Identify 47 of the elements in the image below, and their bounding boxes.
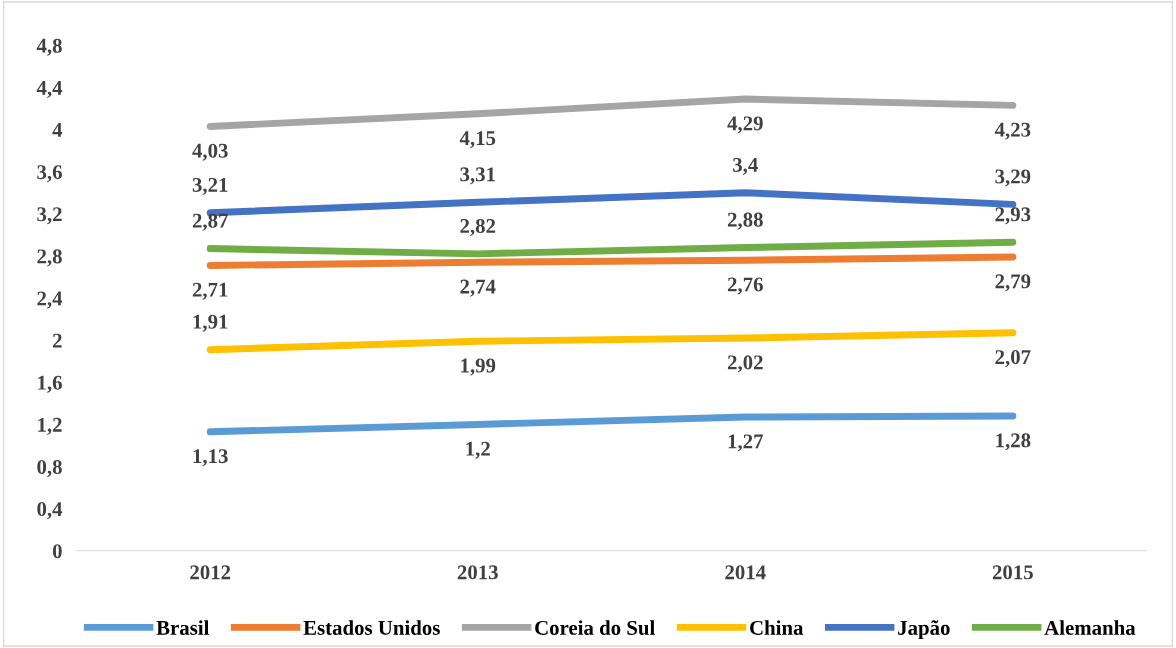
data-label: 4,23 [994,122,1031,140]
data-label: 2,82 [460,218,496,236]
data-label: 2,93 [995,207,1031,225]
y-tick-label: 1,2 [38,417,62,435]
legend-label: Estados Unidos [303,620,440,635]
data-label: 3,29 [995,169,1031,187]
y-tick-label: 4,4 [36,80,63,98]
y-tick-label: 4,8 [36,38,62,56]
data-label: 3,31 [460,167,495,185]
x-tick-label: 2012 [190,565,231,580]
legend-label: Brasil [156,620,210,635]
legend-label: Japão [898,620,950,640]
y-tick-label: 2,8 [37,249,62,267]
data-label: 1,28 [996,433,1031,451]
y-tick-label: 4 [52,123,63,137]
y-tick-label: 0,8 [37,459,62,478]
data-label: 1,13 [193,449,228,467]
data-label: 2,71 [192,282,228,300]
legend-label: Coreia do Sul [535,620,655,635]
data-label: 3,4 [733,157,758,175]
data-label: 2,74 [460,279,496,297]
y-tick-label: 2 [53,333,62,348]
data-label: 2,88 [727,212,763,230]
y-tick-label: 0 [52,544,62,559]
x-tick-label: 2015 [992,565,1033,580]
data-label: 2,02 [727,355,763,373]
y-tick-label: 2,4 [37,291,63,309]
data-label: 4,15 [459,131,496,149]
data-label: 2,79 [995,274,1031,292]
data-label: 1,27 [728,434,764,452]
data-label: 1,99 [461,358,496,376]
legend-label: Alemanha [1044,620,1136,635]
y-tick-label: 3,6 [37,165,62,183]
y-tick-label: 1,6 [38,375,62,393]
legend-label: China [750,620,804,635]
data-label: 3,21 [192,177,228,195]
data-label: 1,91 [193,314,228,332]
data-label: 2,76 [727,277,763,295]
data-label: 4,29 [727,116,763,134]
data-label: 2,07 [995,350,1031,368]
x-tick-label: 2014 [725,565,766,580]
x-tick-label: 2013 [457,565,498,580]
data-label: 2,87 [192,213,228,231]
y-tick-label: 0,4 [37,502,63,520]
y-tick-label: 3,2 [37,207,62,225]
data-label: 4,03 [192,143,228,161]
data-label: 1,2 [466,441,490,459]
